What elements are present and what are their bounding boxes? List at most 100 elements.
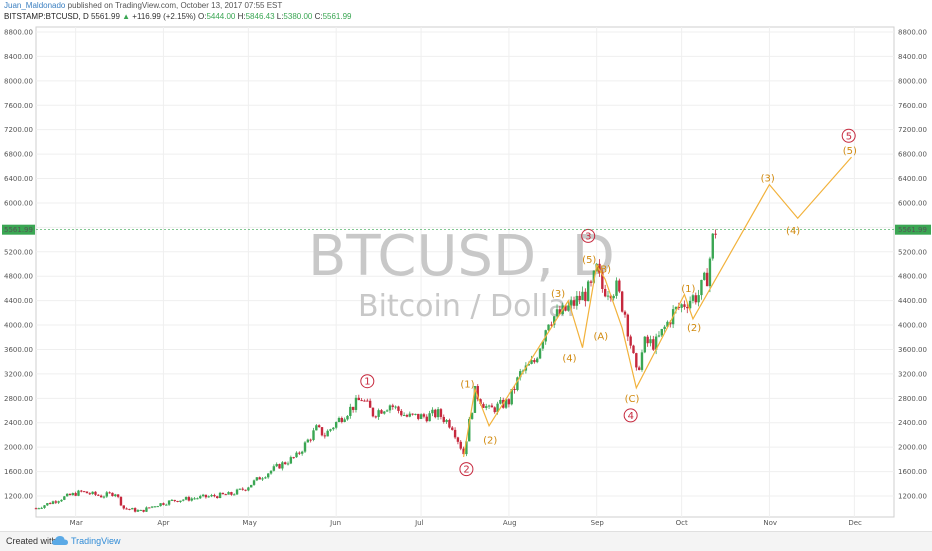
candle-body <box>470 412 474 419</box>
candle-body <box>300 451 304 454</box>
candle-body <box>414 413 417 415</box>
candle-body <box>660 328 664 336</box>
y-tick-label-left: 8400.00 <box>4 53 33 61</box>
publish-info: published on TradingView.com, October 13… <box>67 1 283 10</box>
candle-body <box>649 339 652 344</box>
candle-body <box>652 339 655 350</box>
candle-body <box>131 508 134 510</box>
candle-body <box>323 435 327 437</box>
x-tick-label: Aug <box>503 519 517 527</box>
candle-body <box>705 272 709 287</box>
candle-body <box>459 441 462 449</box>
y-tick-label-left: 8800.00 <box>4 29 33 37</box>
price-tag-right-text: 5561.99 <box>898 226 927 234</box>
y-tick-label-right: 5200.00 <box>898 248 927 256</box>
candle-body <box>425 416 428 422</box>
candle-body <box>119 496 123 506</box>
wave-label: (4) <box>786 226 800 237</box>
candle-body <box>654 336 658 350</box>
y-tick-label-right: 7600.00 <box>898 102 927 110</box>
x-tick-label: Nov <box>763 519 777 527</box>
candle-body <box>244 489 247 491</box>
y-tick-label-right: 6400.00 <box>898 175 927 183</box>
y-tick-label-left: 5200.00 <box>4 248 33 256</box>
y-tick-label-left: 1600.00 <box>4 468 33 476</box>
candle-body <box>40 507 43 509</box>
candle-body <box>207 496 210 498</box>
candle-body <box>233 494 236 496</box>
candle-body <box>635 353 638 368</box>
high-value: 5846.43 <box>245 12 275 21</box>
candle-body <box>122 505 125 509</box>
last-price-tag-right: 5561.99 <box>895 224 931 235</box>
candle-body <box>241 488 244 490</box>
candle-body <box>286 463 290 465</box>
candle-body <box>298 452 301 454</box>
candle-body <box>380 410 383 414</box>
candle-body <box>85 491 89 494</box>
wave-label: (5) <box>843 146 857 157</box>
candle-body <box>264 477 267 479</box>
candle-body <box>468 418 471 442</box>
candle-body <box>419 414 423 419</box>
candle-body <box>615 280 618 296</box>
candle-body <box>708 258 712 287</box>
candle-body <box>581 291 584 301</box>
candle-body <box>148 507 151 509</box>
candle-body <box>94 491 97 495</box>
candle-body <box>598 263 601 273</box>
candle-body <box>643 336 647 353</box>
candle-body <box>326 430 329 437</box>
candle-body <box>65 493 69 497</box>
watermark-symbol: BTCUSD, D <box>308 224 615 289</box>
candle-body <box>683 304 686 307</box>
last-price: 5561.99 <box>90 12 120 21</box>
candle-body <box>451 427 454 430</box>
circled-wave-label: 2 <box>463 465 469 476</box>
candle-body <box>601 272 604 289</box>
open-label: O: <box>197 12 207 21</box>
wave-label: (C) <box>625 394 640 405</box>
candle-body <box>623 311 627 315</box>
candle-body <box>337 417 341 423</box>
candle-body <box>646 336 649 344</box>
candle-body <box>714 233 717 235</box>
candle-body <box>275 464 278 467</box>
y-tick-label-left: 6000.00 <box>4 199 33 207</box>
ohlc-line: BITSTAMP:BTCUSD, D 5561.99 ▲ +116.99 (+2… <box>4 11 928 22</box>
candle-body <box>60 499 63 502</box>
candle-body <box>703 272 706 280</box>
candle-body <box>688 300 692 309</box>
candle-body <box>691 295 695 301</box>
candle-body <box>153 506 157 508</box>
candle-body <box>541 341 545 349</box>
candle-body <box>368 400 372 408</box>
footer-bar: Created with TradingView <box>0 531 932 551</box>
tradingview-brand-link[interactable]: TradingView <box>71 536 121 546</box>
candle-body <box>519 371 522 378</box>
candle-body <box>439 409 443 417</box>
x-axis: Mar Apr May Jun Jul Aug Sep Oct Nov Dec <box>70 519 862 527</box>
candle-body <box>309 439 312 441</box>
candle-body <box>507 399 511 405</box>
candle-body <box>592 270 596 283</box>
wave-label: (3) <box>761 174 775 185</box>
candle-body <box>657 335 661 337</box>
candle-body <box>620 291 624 312</box>
candle-body <box>99 495 103 498</box>
candle-body <box>315 425 318 431</box>
candle-body <box>538 348 542 359</box>
wave-label: (5) <box>582 255 596 266</box>
candle-body <box>340 417 344 422</box>
circled-wave-label: 4 <box>628 411 634 422</box>
wave-label: (A) <box>594 332 609 343</box>
candle-body <box>674 306 678 310</box>
last-price-tag-left: 5561.99 <box>2 224 35 235</box>
candle-body <box>196 498 199 500</box>
circled-wave-marker <box>841 128 856 143</box>
candle-body <box>448 419 451 428</box>
change-arrow-icon: ▲ <box>122 12 131 21</box>
candle-body <box>88 493 92 495</box>
author-link[interactable]: Juan_Maldonado <box>4 1 66 10</box>
